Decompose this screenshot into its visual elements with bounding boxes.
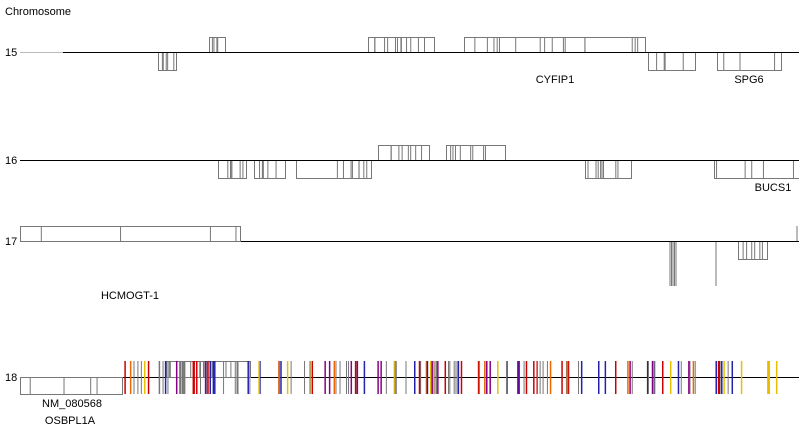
gene-box xyxy=(218,160,247,179)
gene-label: SPG6 xyxy=(734,74,763,86)
gene-box xyxy=(648,52,696,71)
gene-box xyxy=(585,160,632,179)
gene-box xyxy=(717,52,782,71)
gene-box xyxy=(714,160,799,179)
gene-label: OSBPL1A xyxy=(45,415,96,427)
gene-box xyxy=(296,160,372,179)
gene-label: CYFIP1 xyxy=(536,74,575,86)
gene-label: NM_080568 xyxy=(42,398,102,410)
track-label: 15 xyxy=(5,47,17,59)
gene-label: BUCS1 xyxy=(755,182,792,194)
track-label: 17 xyxy=(5,236,17,248)
gene-box xyxy=(20,377,123,395)
gene-label: HCMOGT-1 xyxy=(101,290,159,302)
gene-box xyxy=(20,226,241,242)
gene-box xyxy=(464,37,646,53)
track-label: 16 xyxy=(5,155,17,167)
header-title: Chromosome xyxy=(5,6,71,18)
track-label: 18 xyxy=(5,372,17,384)
